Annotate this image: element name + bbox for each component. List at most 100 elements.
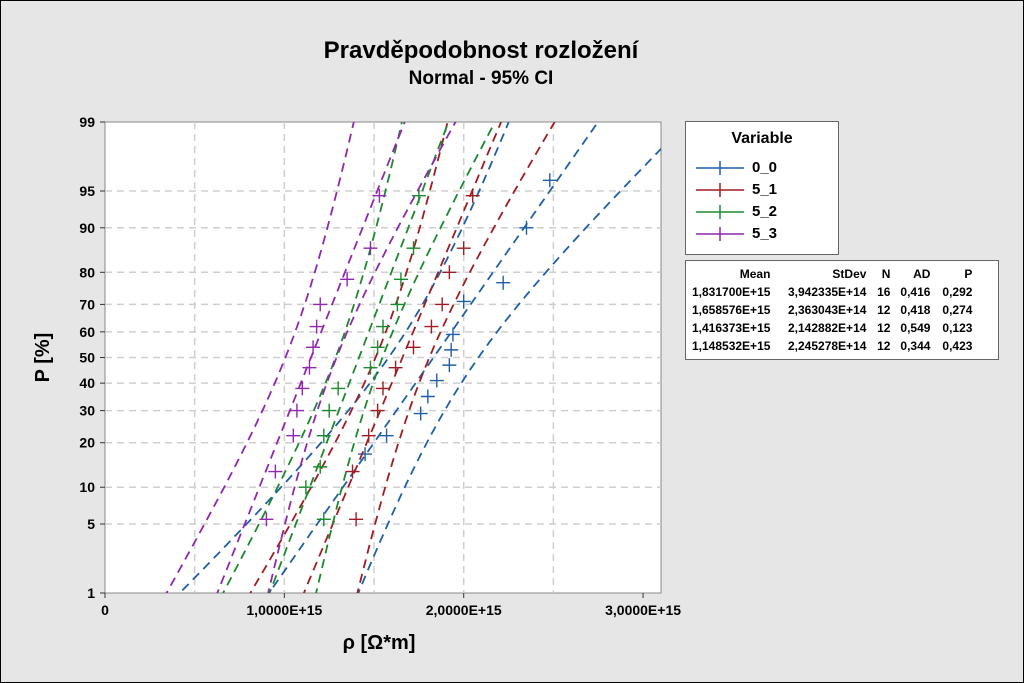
stats-row: 1,148532E+15 2,245278E+14 12 0,344 0,423: [690, 337, 974, 355]
ci-upper-5_2: [315, 122, 496, 593]
y-tick-label: 99: [79, 114, 95, 130]
legend-item-3: 5_3: [694, 224, 834, 244]
data-point-5_2: [322, 403, 337, 418]
stats-cell: 0,123: [942, 321, 973, 335]
legend: Variable 0_0 5_1 5_2 5_3: [685, 121, 839, 255]
data-point-5_3: [340, 272, 355, 287]
y-tick-label: 40: [79, 375, 95, 391]
stats-table: Mean StDev N AD P 1,831700E+15 3,942335E…: [685, 260, 999, 360]
data-point-0_0: [542, 173, 557, 188]
chart-subtitle: Normal - 95% CI: [408, 68, 554, 89]
data-point-5_1: [345, 464, 360, 479]
stats-cell: 3,942335E+14: [788, 285, 867, 299]
data-point-5_2: [406, 241, 421, 256]
stats-cell: 1,831700E+15: [692, 285, 771, 299]
data-point-5_3: [302, 360, 317, 375]
data-point-0_0: [429, 373, 444, 388]
chart-title: Pravděpodobnost rozložení: [323, 37, 639, 64]
data-point-5_2: [411, 188, 426, 203]
data-point-5_1: [435, 297, 450, 312]
legend-marker-2: [696, 205, 744, 219]
y-tick-label: 90: [79, 220, 95, 236]
stats-cell: 0,418: [900, 303, 931, 317]
stats-cell: 0,274: [942, 303, 973, 317]
fit-line-5_1: [302, 122, 502, 593]
legend-label-2: 5_2: [752, 203, 778, 220]
data-point-0_0: [379, 428, 394, 443]
ci-upper-0_0: [357, 147, 661, 593]
ci-lower-5_2: [222, 122, 403, 593]
data-point-5_3: [313, 297, 328, 312]
stats-cell: 0,292: [942, 285, 973, 299]
y-tick-label: 95: [79, 183, 95, 199]
stats-cell: 1,148532E+15: [692, 339, 771, 353]
x-tick-label: 1,0000E+15: [246, 602, 322, 618]
stats-row: 1,658576E+15 2,363043E+14 12 0,418 0,274: [690, 301, 974, 319]
legend-label-0: 0_0: [752, 159, 778, 176]
x-tick-label: 2,0000E+15: [426, 602, 502, 618]
stats-header-ad: AD: [913, 267, 931, 281]
data-point-5_2: [313, 459, 328, 474]
data-point-5_1: [406, 340, 421, 355]
stats-cell: 0,416: [900, 285, 931, 299]
data-point-0_0: [496, 275, 511, 290]
y-tick-label: 5: [87, 516, 95, 532]
ci-lower-5_1: [249, 122, 449, 593]
data-point-0_0: [442, 358, 457, 373]
y-tick-label: 30: [79, 403, 95, 419]
y-tick-label: 60: [79, 324, 95, 340]
legend-marker-1: [696, 183, 744, 197]
data-point-5_1: [376, 381, 390, 396]
data-point-5_3: [363, 241, 378, 256]
stats-cell: 12: [877, 339, 891, 353]
data-point-0_0: [444, 342, 459, 357]
x-tick-label: 3,0000E+15: [605, 602, 681, 618]
stats-cell: 12: [877, 303, 891, 317]
y-tick-label: 1: [87, 585, 95, 601]
stats-cell: 0,423: [942, 339, 973, 353]
fit-line-0_0: [267, 122, 599, 593]
data-point-5_2: [370, 340, 385, 355]
stats-cell: 0,549: [900, 321, 931, 335]
data-point-0_0: [358, 447, 373, 462]
data-point-0_0: [413, 406, 428, 421]
data-point-5_1: [349, 512, 364, 527]
data-point-5_2: [376, 319, 390, 334]
ci-lower-5_3: [165, 122, 355, 593]
y-tick-label: 80: [79, 264, 95, 280]
data-point-5_2: [363, 360, 378, 375]
data-point-5_1: [465, 188, 480, 203]
data-point-5_2: [316, 428, 331, 443]
x-axis-label: ρ [Ω*m]: [343, 632, 416, 654]
data-point-5_1: [424, 319, 439, 334]
legend-label-3: 5_3: [752, 225, 778, 242]
legend-marker-0: [696, 161, 744, 175]
stats-cell: 2,363043E+14: [788, 303, 867, 317]
legend-item-2: 5_2: [694, 202, 834, 222]
series-5_1: [249, 122, 556, 593]
stats-header-n: N: [881, 267, 891, 281]
stats-header-mean: Mean: [739, 267, 771, 281]
stats-cell: 12: [877, 321, 891, 335]
legend-title: Variable: [731, 130, 793, 147]
ci-lower-0_0: [178, 122, 510, 593]
data-point-5_1: [361, 428, 376, 443]
stats-header-stdev: StDev: [832, 267, 867, 281]
fit-line-5_3: [216, 122, 406, 593]
stats-cell: 1,658576E+15: [692, 303, 771, 317]
series-5_3: [165, 122, 457, 593]
data-point-0_0: [519, 220, 534, 235]
stats-cell: 2,142882E+14: [788, 321, 867, 335]
legend-label-1: 5_1: [752, 181, 778, 198]
data-point-5_3: [295, 381, 310, 396]
y-tick-label: 50: [79, 350, 95, 366]
data-point-5_2: [316, 512, 331, 527]
series-0_0: [178, 122, 661, 593]
stats-cell: 0,344: [900, 339, 931, 353]
data-point-5_1: [456, 241, 471, 256]
data-point-0_0: [456, 294, 471, 309]
data-point-0_0: [445, 327, 460, 342]
data-point-5_2: [390, 297, 405, 312]
stats-row: 1,831700E+15 3,942335E+14 16 0,416 0,292: [690, 283, 974, 301]
